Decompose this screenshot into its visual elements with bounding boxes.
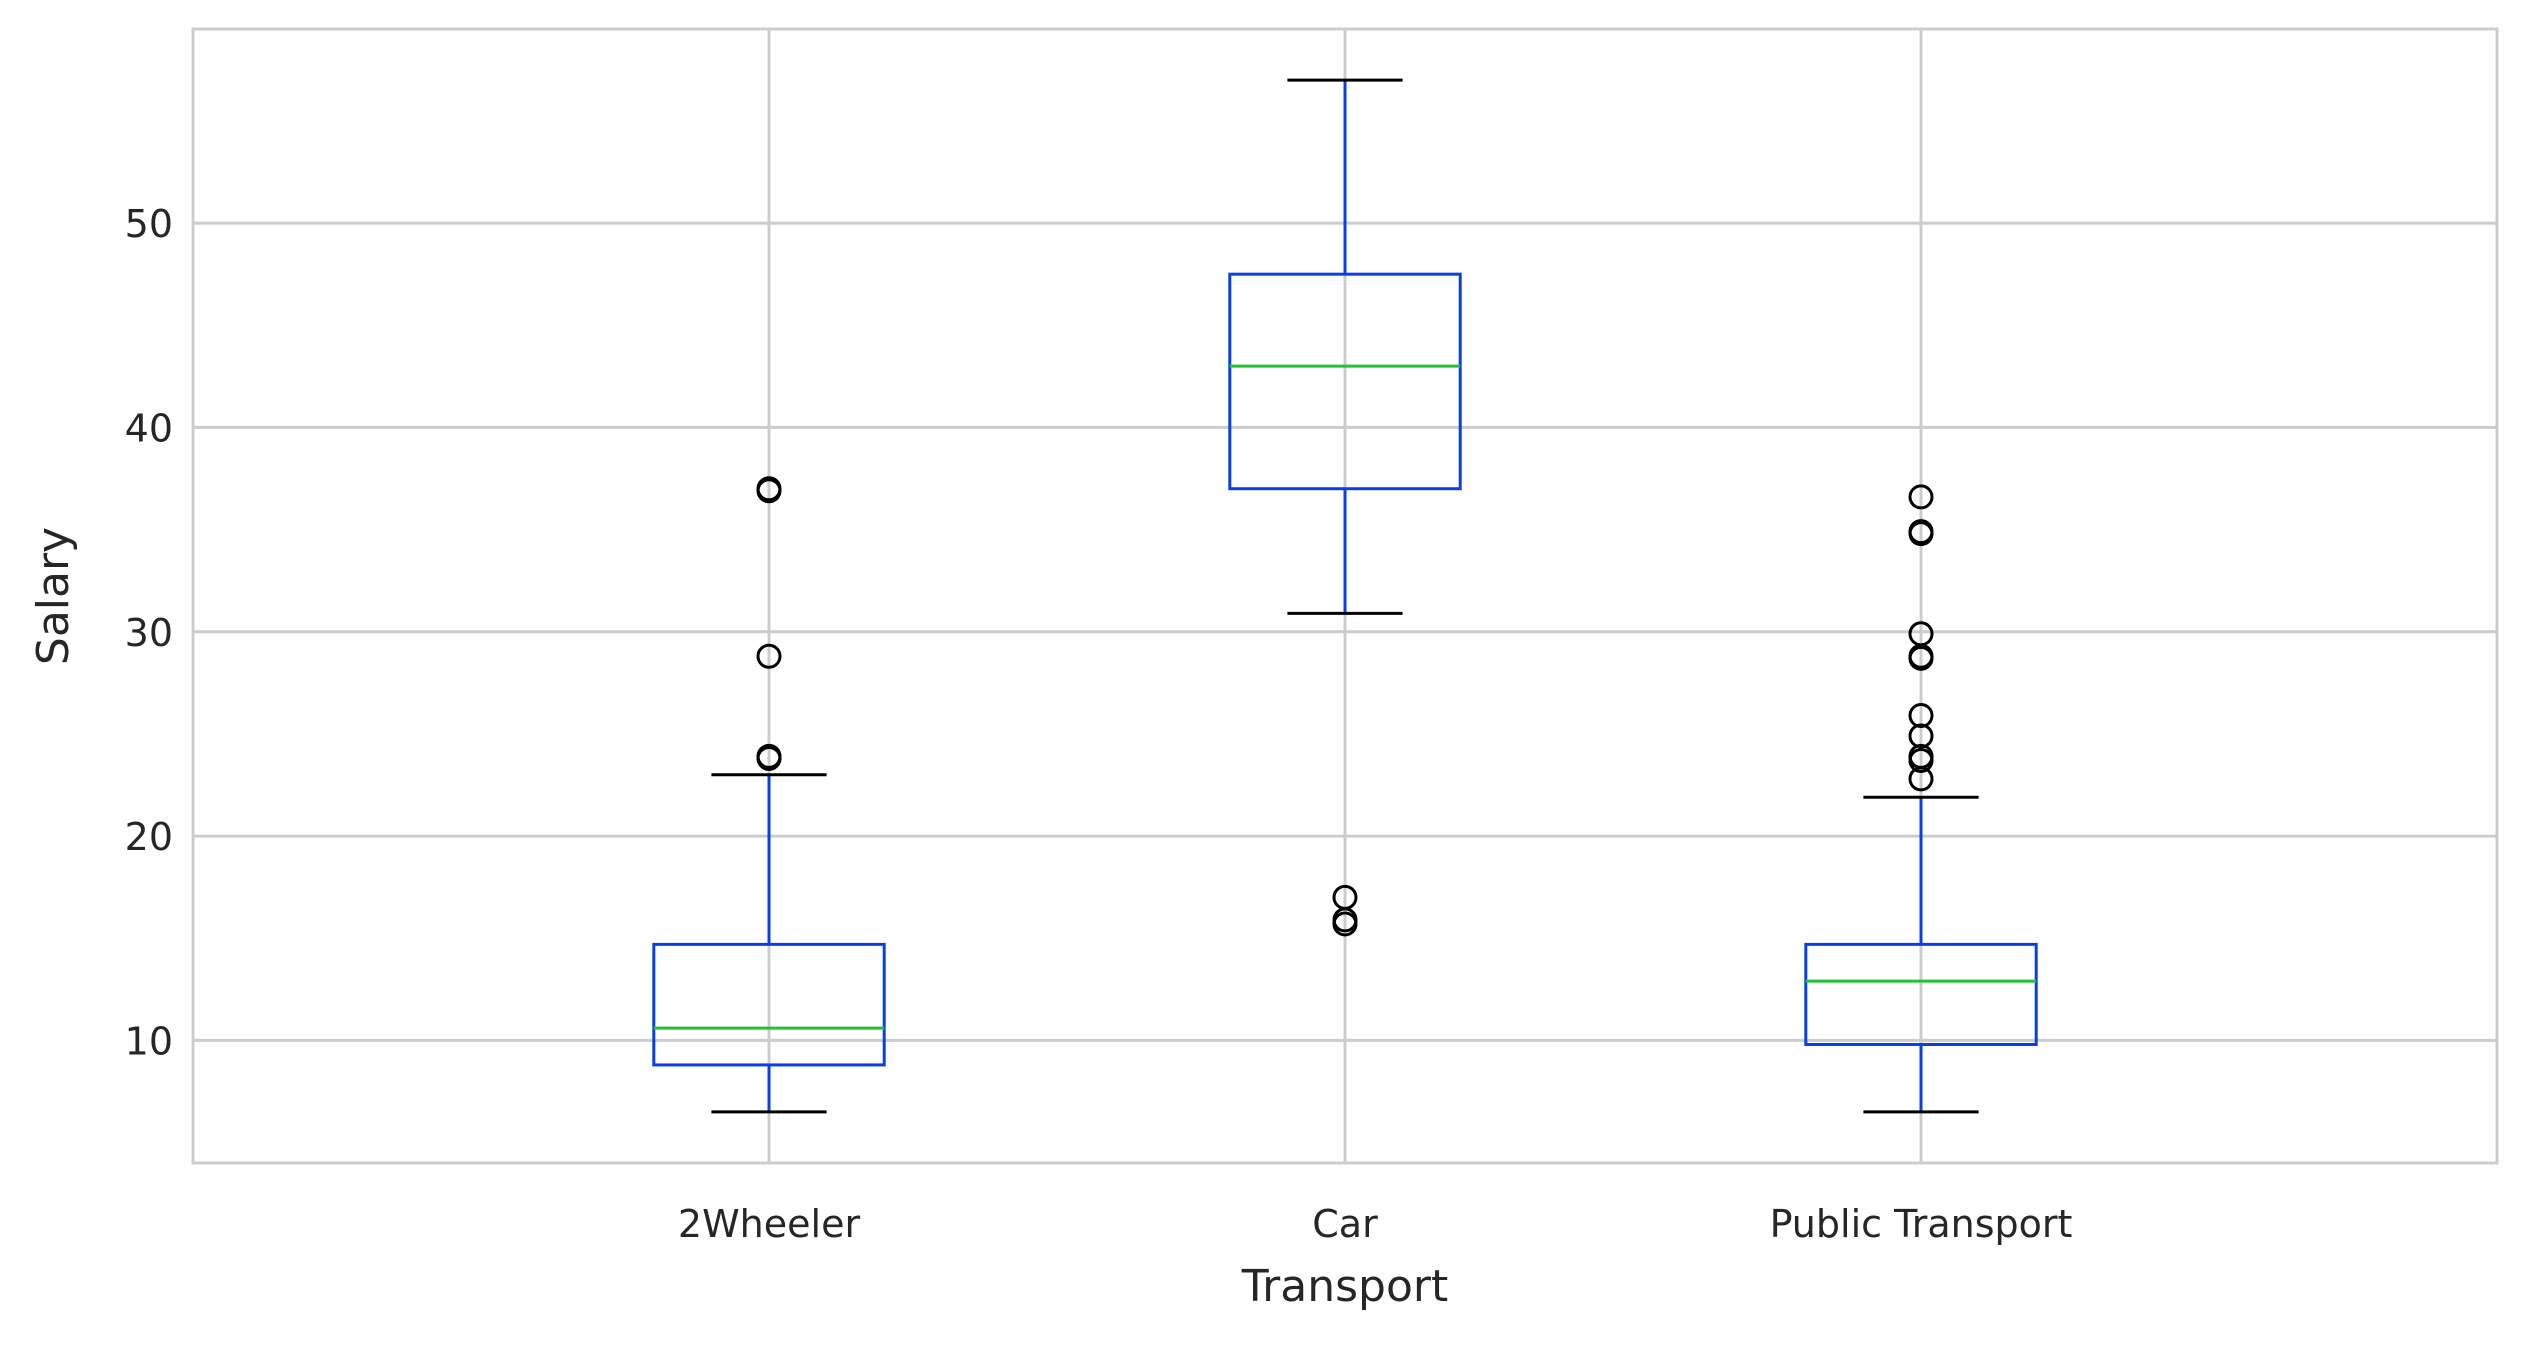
tick-layer: 10 20 30 40 50 2Wheeler Car Public Transport bbox=[125, 202, 2073, 1246]
box-layer bbox=[652, 78, 2038, 1114]
y-tick-label: 50 bbox=[125, 202, 173, 246]
iqr-box bbox=[1228, 272, 1462, 491]
iqr-box bbox=[1804, 942, 2038, 1046]
y-tick-label: 30 bbox=[125, 611, 173, 655]
y-axis-label: Salary bbox=[28, 527, 79, 665]
x-tick-label: Public Transport bbox=[1770, 1202, 2073, 1246]
box-2wheeler bbox=[652, 476, 886, 1114]
outlier-point bbox=[1908, 723, 1934, 749]
plot-frame bbox=[191, 27, 2499, 1165]
x-tick-label: Car bbox=[1312, 1202, 1378, 1246]
outlier-point bbox=[1908, 484, 1934, 510]
y-tick-label: 20 bbox=[125, 815, 173, 859]
box-public-transport bbox=[1804, 484, 2038, 1114]
outlier-point bbox=[756, 643, 782, 669]
outlier-point bbox=[756, 476, 782, 502]
x-axis-label: Transport bbox=[1241, 1261, 1448, 1312]
iqr-box bbox=[652, 942, 886, 1067]
box-car bbox=[1228, 78, 1462, 937]
outlier-point bbox=[1908, 743, 1934, 769]
outlier-point bbox=[1332, 884, 1358, 910]
y-tick-label: 40 bbox=[125, 406, 173, 450]
outlier-point bbox=[756, 743, 782, 769]
outlier-point bbox=[1908, 621, 1934, 647]
y-tick-label: 10 bbox=[125, 1019, 173, 1063]
outlier-point bbox=[1908, 703, 1934, 729]
outlier-point bbox=[1908, 519, 1934, 545]
x-tick-label: 2Wheeler bbox=[678, 1202, 861, 1246]
